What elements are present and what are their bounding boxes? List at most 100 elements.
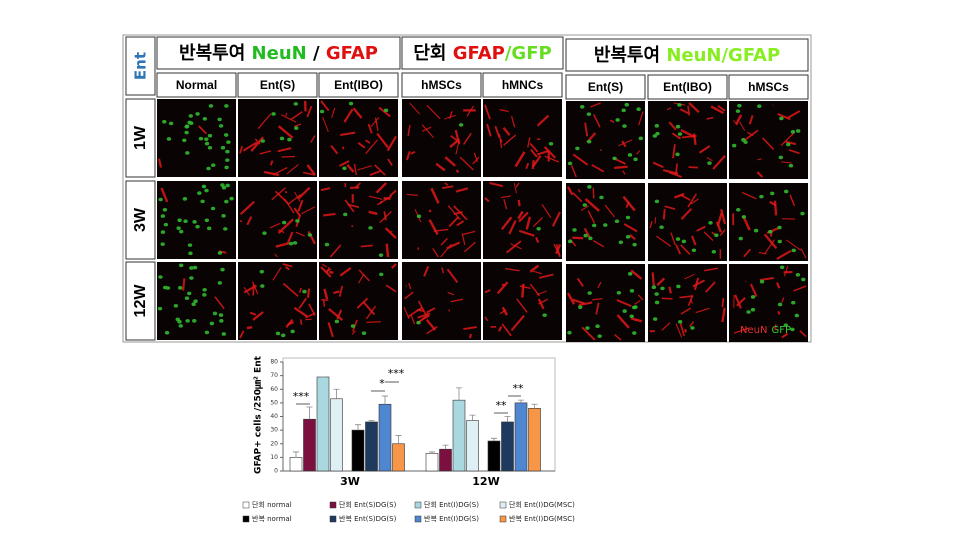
gfap-stain — [513, 182, 517, 194]
neun-stain — [208, 104, 214, 108]
neun-stain — [302, 289, 307, 294]
gfap-stain — [341, 146, 345, 150]
gfap-stain — [353, 163, 358, 176]
gfap-stain — [338, 160, 350, 167]
neun-stain — [795, 272, 801, 277]
neun-stain — [220, 145, 226, 150]
neun-stain — [224, 165, 229, 170]
neun-stain — [588, 236, 593, 241]
gfap-stain — [440, 237, 448, 246]
neun-stain — [652, 317, 658, 321]
neun-stain — [195, 224, 200, 229]
gfap-stain — [544, 155, 560, 163]
gfap-stain — [535, 236, 540, 243]
error-bar — [306, 406, 313, 420]
gfap-stain — [687, 105, 691, 116]
gfap-stain — [430, 187, 440, 204]
x-tick-label: 3W — [340, 475, 360, 488]
gfap-stain — [629, 234, 636, 240]
legend-label: 반복 Ent(I)DG(MSC) — [509, 514, 575, 523]
micrograph — [157, 99, 236, 177]
neun-stain — [416, 320, 421, 325]
ent-box — [125, 36, 156, 96]
bar — [330, 398, 343, 472]
neun-stain — [654, 199, 660, 204]
legend-swatch — [242, 515, 250, 523]
gfap-stain — [299, 319, 303, 325]
gfap-stain — [734, 294, 742, 309]
neun-stain — [595, 324, 600, 329]
gfap-stain — [529, 142, 539, 153]
neun-stain — [224, 104, 229, 108]
gfap-stain — [720, 208, 727, 225]
gfap-stain — [448, 111, 453, 119]
gfap-stain — [239, 200, 255, 215]
gfap-stain — [781, 332, 789, 339]
micrograph-bg — [566, 101, 645, 179]
gfap-stain — [463, 132, 472, 145]
gfap-stain — [356, 297, 369, 309]
gfap-stain — [735, 114, 743, 125]
ent-label: Ent — [132, 52, 150, 80]
neun-stain — [603, 223, 608, 227]
micrograph — [157, 262, 236, 340]
gfap-stain — [695, 307, 710, 314]
gfap-stain — [636, 150, 641, 155]
micrograph-bg — [483, 99, 562, 177]
neun-stain — [221, 214, 226, 218]
image-legend: NeuN GFP — [740, 325, 791, 336]
gfap-stain — [281, 155, 295, 158]
gfap-stain — [410, 314, 416, 325]
gfap-stain — [365, 139, 379, 155]
gfap-stain — [447, 291, 455, 296]
gfap-stain — [463, 326, 477, 331]
gfap-stain — [675, 244, 682, 255]
micrograph — [238, 181, 317, 259]
gfap-stain — [776, 282, 781, 289]
neun-stain — [168, 121, 174, 126]
gfap-stain — [661, 297, 673, 300]
neun-stain — [226, 140, 231, 144]
gfap-stain — [696, 225, 706, 232]
neun-stain — [223, 133, 229, 137]
gfap-stain — [351, 224, 354, 228]
neun-stain — [160, 230, 166, 234]
gfap-stain — [322, 298, 326, 307]
gfap-stain — [759, 277, 774, 281]
gfap-stain — [285, 112, 288, 117]
y-tick-label: 40 — [270, 413, 278, 420]
neun-stain — [173, 304, 179, 308]
y-tick-label: 80 — [270, 359, 278, 366]
neun-stain — [204, 330, 210, 335]
neun-stain — [736, 207, 741, 212]
neun-stain — [794, 313, 800, 318]
neun-stain — [795, 129, 801, 133]
neun-stain — [750, 307, 756, 312]
neun-stain — [204, 141, 210, 146]
y-tick-label: 0 — [274, 468, 278, 475]
gfap-stain — [423, 265, 430, 277]
gfap-stain — [286, 163, 299, 175]
neun-stain — [292, 241, 298, 245]
significance: *** — [388, 367, 405, 380]
gfap-stain — [529, 264, 540, 273]
neun-stain — [622, 309, 627, 313]
gfap-stain — [447, 205, 461, 220]
gfap-stain — [459, 156, 474, 171]
legend-label: 단회 normal — [252, 500, 292, 509]
gfap-stain — [508, 220, 517, 235]
neun-stain — [223, 227, 228, 231]
micrograph — [729, 183, 808, 261]
gfap-stain — [688, 102, 700, 113]
gfap-stain — [498, 325, 503, 332]
gfap-stain — [464, 241, 476, 253]
neun-stain — [675, 124, 681, 129]
micrograph — [238, 262, 317, 340]
gfap-stain — [333, 290, 340, 295]
gfap-stain — [331, 107, 336, 118]
neun-stain — [217, 281, 223, 285]
gfap-stain — [543, 146, 557, 159]
gfap-stain — [444, 156, 456, 167]
neun-stain — [184, 296, 190, 301]
